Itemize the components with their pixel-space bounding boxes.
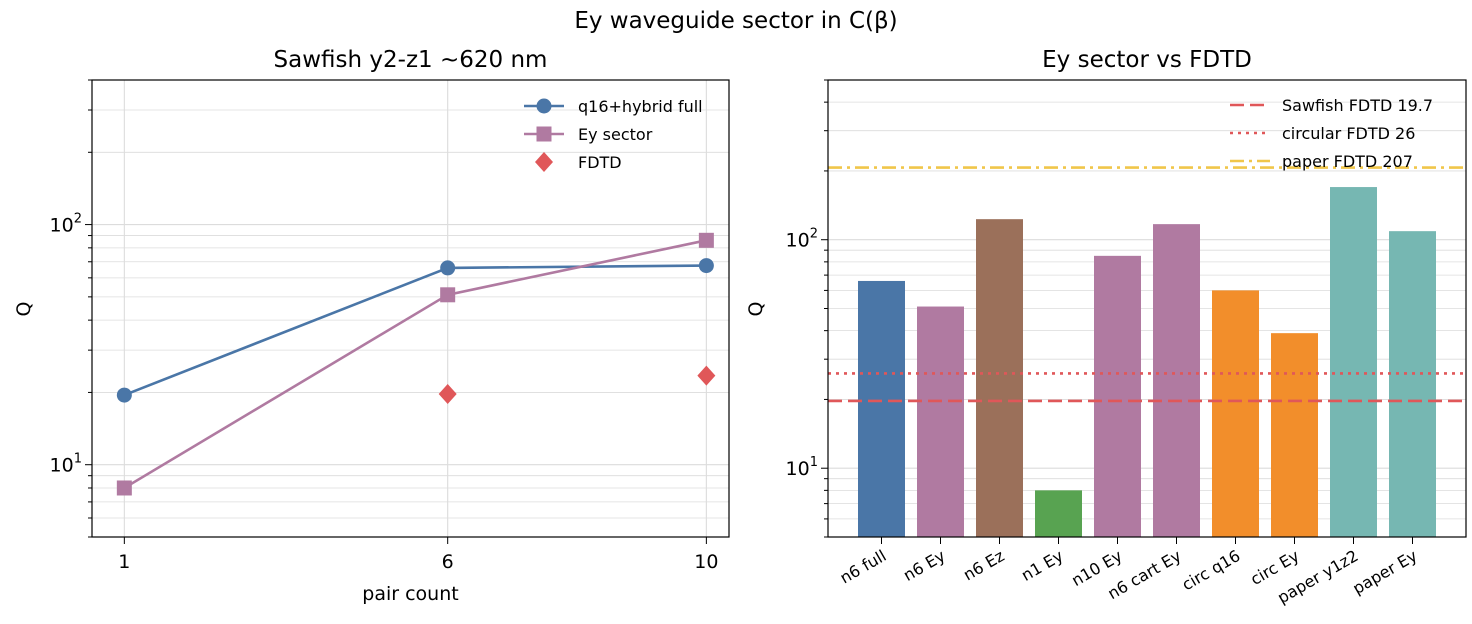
right-ytick-label: 102 <box>786 227 818 252</box>
right-chart: Ey sector vs FDTD 101 102 n6 full n6 Ey n6 E… <box>745 47 1467 607</box>
left-chart-title: Sawfish y2-z1 ~620 nm <box>274 47 548 73</box>
data-point-q16-hybrid-full <box>698 258 714 274</box>
left-chart-marks <box>116 232 716 496</box>
data-point-ey-sector <box>116 480 132 496</box>
bar-circ-q16 <box>1212 290 1259 537</box>
legend-label-dotted: circular FDTD 26 <box>1282 124 1415 143</box>
x-tick-label: 10 <box>694 551 718 573</box>
x-tick-label: n6 Ez <box>960 546 1008 584</box>
data-point-fdtd <box>697 365 716 386</box>
x-tick-label: 1 <box>118 551 130 573</box>
left-chart-legend: q16+hybrid full Ey sector FDTD <box>524 97 703 172</box>
data-point-q16-hybrid-full <box>116 387 132 403</box>
left-ytick-label: 101 <box>50 452 82 477</box>
legend-label-ey-sector: Ey sector <box>578 125 653 144</box>
bar-n6-Ez <box>976 219 1023 537</box>
x-tick-label: paper Ey <box>1349 546 1420 598</box>
left-chart: Sawfish y2-z1 ~620 nm 1 6 10 101 102 pair co… <box>13 47 730 605</box>
right-chart-marks <box>828 166 1466 538</box>
right-chart-title: Ey sector vs FDTD <box>1042 47 1252 73</box>
series-line-q16-hybrid-full <box>123 264 707 397</box>
bar-n6-Ey <box>917 306 964 537</box>
x-tick-label: n1 Ey <box>1018 546 1066 585</box>
right-ytick-label: 101 <box>786 455 818 480</box>
x-tick-label: circ q16 <box>1179 546 1244 594</box>
right-chart-frame <box>827 79 1467 538</box>
legend-label-dashed: Sawfish FDTD 19.7 <box>1282 96 1433 115</box>
left-chart-xlabel: pair count <box>362 583 458 605</box>
data-point-q16-hybrid-full <box>440 260 456 276</box>
right-chart-ylabel: Q <box>745 302 767 317</box>
bar-n6-cart-Ey <box>1153 224 1200 538</box>
right-chart-legend: Sawfish FDTD 19.7 circular FDTD 26 paper F… <box>1230 96 1433 171</box>
data-point-fdtd <box>438 384 457 405</box>
x-tick-label: n6 Ey <box>900 546 948 585</box>
legend-marker-fdtd <box>535 152 553 172</box>
x-tick-label: 6 <box>442 551 454 573</box>
left-chart-ylabel: Q <box>13 302 35 317</box>
bar-n10-Ey <box>1094 255 1141 538</box>
legend-label-q16-hybrid-full: q16+hybrid full <box>578 97 703 116</box>
legend-label-fdtd: FDTD <box>578 153 622 172</box>
legend-marker-ey-sector <box>536 126 552 142</box>
bar-paper-Ey <box>1389 231 1436 537</box>
bar-n1-Ey <box>1035 490 1082 537</box>
bar-circ-Ey <box>1271 333 1318 537</box>
data-point-ey-sector <box>698 232 714 248</box>
x-tick-label: n6 full <box>837 546 890 587</box>
left-chart-frame <box>91 79 730 538</box>
legend-marker-q16-hybrid-full <box>536 98 552 114</box>
figure-suptitle: Ey waveguide sector in C(β) <box>574 8 897 34</box>
left-ytick-label: 102 <box>50 212 82 237</box>
bar-paper-y1z2 <box>1330 187 1377 537</box>
data-point-ey-sector <box>440 287 456 303</box>
legend-label-dashdot: paper FDTD 207 <box>1282 152 1413 171</box>
left-chart-axes: 1 6 10 101 102 <box>50 79 730 573</box>
bar-n6-full <box>858 280 905 537</box>
left-chart-grid <box>92 79 729 538</box>
